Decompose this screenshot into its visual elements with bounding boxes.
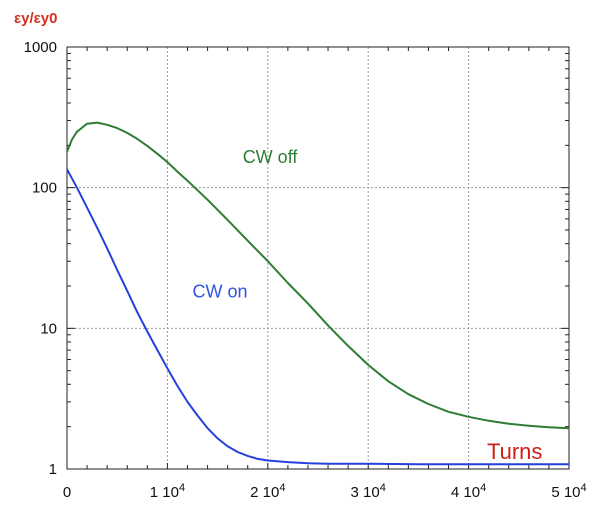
x-tick-label: 3 104 bbox=[351, 482, 386, 501]
grid bbox=[67, 47, 569, 469]
x-tick-label: 4 104 bbox=[451, 482, 486, 501]
series-line-cw-off bbox=[66, 121, 570, 430]
y-tick-label: 100 bbox=[32, 180, 57, 197]
y-tick-label: 1000 bbox=[24, 39, 57, 56]
x-tick-label: 1 104 bbox=[150, 482, 185, 501]
y-tick-label: 1 bbox=[49, 461, 57, 478]
y-tick-label: 10 bbox=[40, 320, 57, 337]
y-axis-label: εy/εy0 bbox=[14, 10, 57, 27]
plot-frame bbox=[66, 46, 570, 470]
x-axis-label: Turns bbox=[487, 439, 542, 464]
ticks bbox=[66, 46, 570, 470]
x-tick-label: 2 104 bbox=[250, 482, 285, 501]
series-lines bbox=[66, 121, 570, 466]
x-tick-label: 0 bbox=[63, 484, 71, 501]
annotations: CW off CW on bbox=[193, 147, 299, 302]
annotation-cw-on: CW on bbox=[193, 282, 248, 302]
x-tick-label: 5 104 bbox=[551, 482, 586, 501]
series-line-cw-on bbox=[66, 168, 569, 466]
annotation-cw-off: CW off bbox=[243, 147, 299, 167]
tick-labels: 0 1 104 2 104 3 104 4 104 5 104 1 10 100 1000 bbox=[24, 39, 587, 501]
